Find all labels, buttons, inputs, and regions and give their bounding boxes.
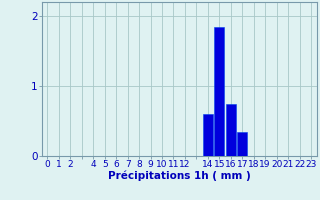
Bar — [203, 114, 213, 156]
X-axis label: Précipitations 1h ( mm ): Précipitations 1h ( mm ) — [108, 171, 251, 181]
Bar — [226, 104, 236, 156]
Bar — [214, 26, 225, 156]
Bar — [237, 132, 247, 156]
